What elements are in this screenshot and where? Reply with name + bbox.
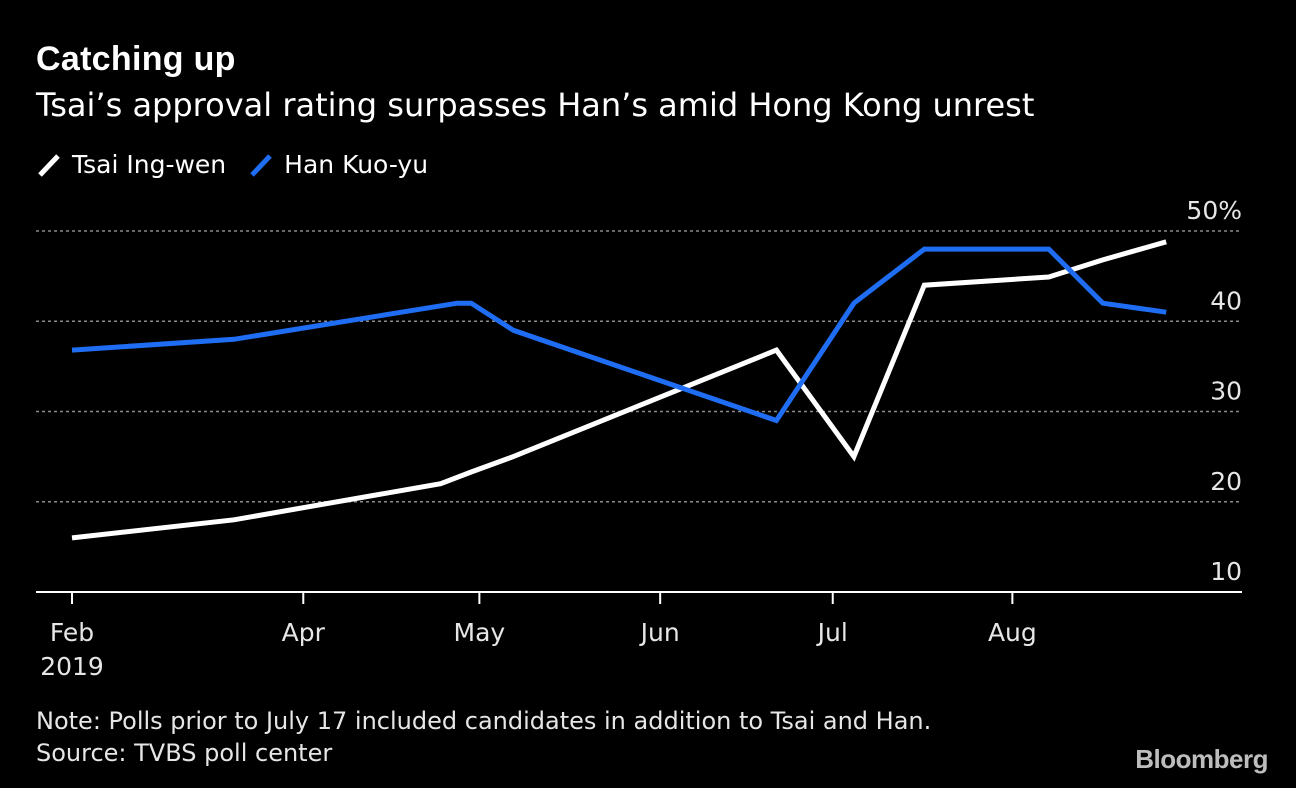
source-text: Source: TVBS poll center [36, 739, 333, 767]
legend: Tsai Ing-wen Han Kuo-yu [36, 150, 450, 179]
legend-item-han: Han Kuo-yu [248, 150, 428, 179]
legend-swatch-han [250, 153, 272, 177]
y-tick-label: 40 [1210, 286, 1242, 315]
series-line-han [71, 246, 1167, 424]
y-tick-label: 30 [1210, 377, 1242, 406]
legend-label-han: Han Kuo-yu [284, 150, 429, 179]
x-tick-label: May [454, 618, 506, 647]
x-tick-label: Jun [639, 618, 680, 647]
chart-title: Catching up [36, 40, 236, 78]
legend-item-tsai: Tsai Ing-wen [36, 150, 226, 179]
y-tick-label: 20 [1210, 467, 1242, 496]
y-tick-label: 10 [1210, 557, 1242, 586]
series-line-tsai [71, 239, 1167, 541]
legend-swatch-tsai [38, 153, 60, 177]
chart-notes: Note: Polls prior to July 17 included ca… [36, 705, 931, 769]
x-tick-sublabel: 2019 [40, 652, 104, 681]
x-tick-label: Apr [282, 618, 326, 647]
legend-label-tsai: Tsai Ing-wen [72, 150, 227, 179]
bloomberg-logo: Bloomberg [1135, 744, 1268, 774]
line-chart: 50% 40 30 20 10 Feb 2019 Apr May Jun Jul Aug [36, 196, 1242, 681]
x-tick-label: Aug [988, 618, 1037, 647]
y-tick-label: 50% [1186, 196, 1242, 225]
note-text: Note: Polls prior to July 17 included ca… [36, 707, 932, 735]
chart-subtitle: Tsai’s approval rating surpasses Han’s a… [36, 86, 1035, 124]
x-tick-label: Jul [816, 618, 848, 647]
x-tick-label: Feb [50, 618, 94, 647]
